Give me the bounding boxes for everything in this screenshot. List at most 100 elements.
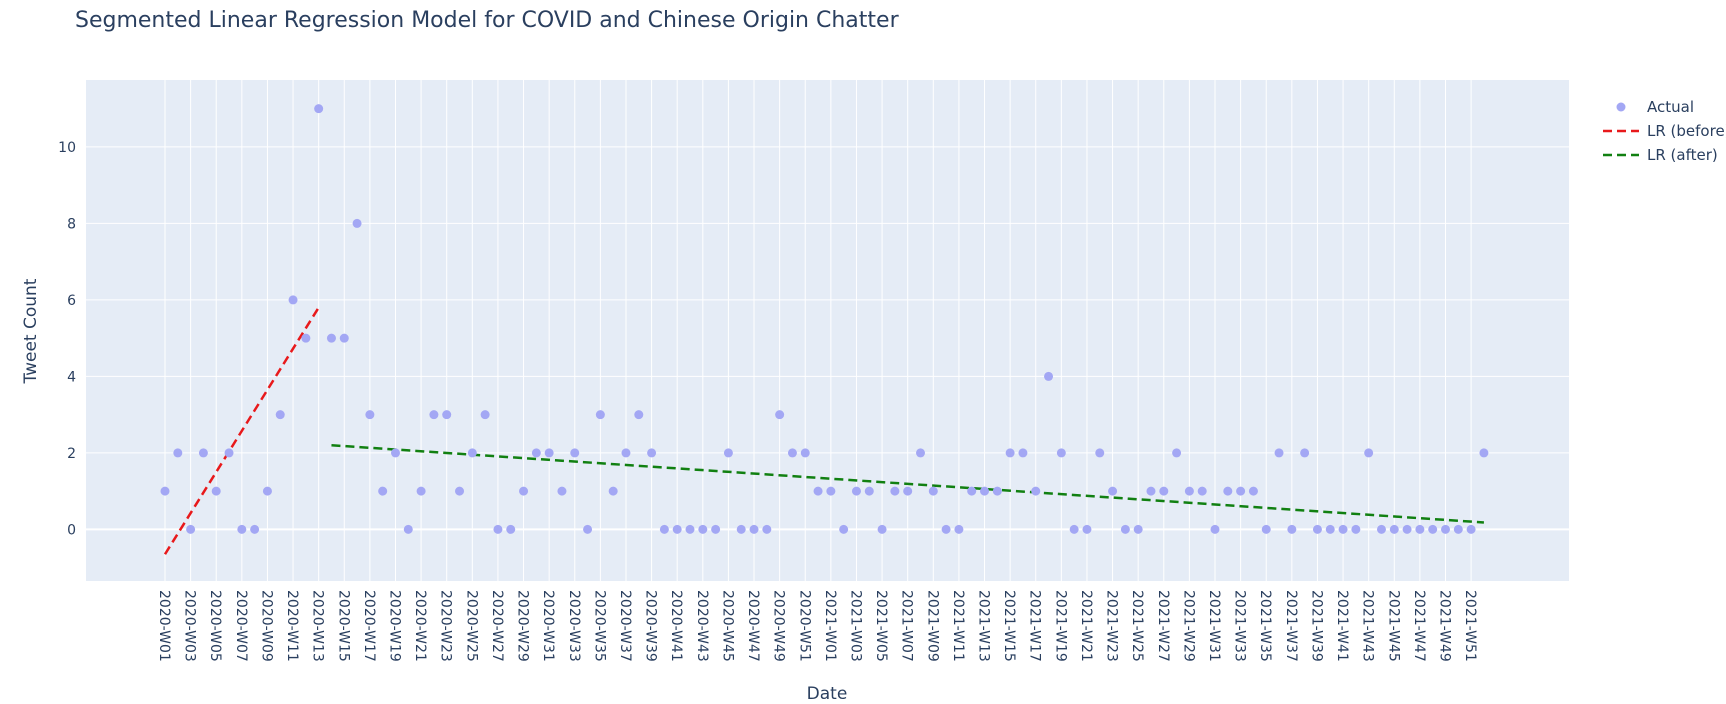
- y-tick-label: 8: [67, 216, 76, 232]
- y-tick-label: 6: [67, 293, 76, 309]
- x-tick-label: 2020-W01: [156, 590, 172, 662]
- x-tick-label: 2021-W43: [1360, 590, 1376, 662]
- data-point: [314, 104, 324, 114]
- data-point: [992, 486, 1002, 496]
- data-point: [800, 448, 810, 458]
- data-point: [1005, 448, 1015, 458]
- data-point: [1351, 524, 1361, 534]
- data-point: [186, 524, 196, 534]
- data-point: [672, 524, 682, 534]
- x-tick-label: 2020-W47: [745, 590, 761, 662]
- data-point: [262, 486, 272, 496]
- x-tick-label: 2020-W45: [719, 590, 735, 662]
- data-point: [659, 524, 669, 534]
- x-tick-label: 2020-W43: [694, 590, 710, 662]
- x-tick-label: 2020-W17: [361, 590, 377, 662]
- data-point: [621, 448, 631, 458]
- data-point: [1031, 486, 1041, 496]
- data-point: [1197, 486, 1207, 496]
- x-tick-label: 2020-W27: [489, 590, 505, 662]
- regression-line: [163, 306, 320, 555]
- data-point: [1389, 524, 1399, 534]
- data-point: [557, 486, 567, 496]
- x-tick-label: 2021-W21: [1078, 590, 1094, 662]
- data-point: [685, 524, 695, 534]
- data-point: [390, 448, 400, 458]
- x-tick-label: 2021-W29: [1180, 590, 1196, 662]
- data-point: [980, 486, 990, 496]
- data-point: [1146, 486, 1156, 496]
- data-point: [749, 524, 759, 534]
- data-point: [403, 524, 413, 534]
- data-point: [1095, 448, 1105, 458]
- x-tick-label: 2021-W35: [1257, 590, 1273, 662]
- x-tick-label: 2021-W33: [1232, 590, 1248, 662]
- data-point: [1159, 486, 1169, 496]
- x-axis-title: Date: [807, 684, 848, 704]
- data-point: [480, 410, 490, 420]
- data-point: [1466, 524, 1476, 534]
- legend-label: LR (after): [1647, 146, 1718, 164]
- x-tick-label: 2021-W17: [1027, 590, 1043, 662]
- data-point: [1415, 524, 1425, 534]
- data-point: [339, 333, 349, 343]
- x-tick-label: 2020-W15: [335, 590, 351, 662]
- data-point: [1479, 448, 1489, 458]
- x-tick-labels: 2020-W01 2020-W03 2020-W05 2020-W07 2020-W09…: [156, 590, 1478, 662]
- data-point: [583, 524, 593, 534]
- regression-lines: [163, 306, 1484, 555]
- x-tick-label: 2021-W03: [847, 590, 863, 662]
- data-point: [1210, 524, 1220, 534]
- x-tick-label: 2020-W39: [643, 590, 659, 662]
- data-point: [954, 524, 964, 534]
- data-point: [762, 524, 772, 534]
- x-tick-label: 2020-W07: [233, 590, 249, 662]
- data-point: [723, 448, 733, 458]
- data-point: [775, 410, 785, 420]
- data-point: [365, 410, 375, 420]
- x-tick-label: 2020-W03: [182, 590, 198, 662]
- data-point: [903, 486, 913, 496]
- x-tick-label: 2021-W45: [1385, 590, 1401, 662]
- y-tick-label: 2: [67, 446, 76, 462]
- data-point: [519, 486, 529, 496]
- data-point: [1338, 524, 1348, 534]
- y-tick-label: 0: [67, 522, 76, 538]
- data-point: [1184, 486, 1194, 496]
- data-point: [1069, 524, 1079, 534]
- x-tick-label: 2021-W39: [1308, 590, 1324, 662]
- data-point: [1044, 371, 1054, 381]
- data-point: [455, 486, 465, 496]
- data-point: [493, 524, 503, 534]
- x-tick-label: 2020-W23: [438, 590, 454, 662]
- data-point: [928, 486, 938, 496]
- x-tick-label: 2020-W51: [796, 590, 812, 662]
- x-tick-label: 2020-W21: [412, 590, 428, 662]
- data-point: [288, 295, 298, 305]
- data-point: [531, 448, 541, 458]
- data-point: [595, 410, 605, 420]
- plot-area: [86, 80, 1569, 581]
- x-tick-label: 2020-W25: [463, 590, 479, 662]
- x-tick-label: 2020-W29: [515, 590, 531, 662]
- data-point: [1376, 524, 1386, 534]
- data-point: [839, 524, 849, 534]
- x-tick-label: 2021-W19: [1052, 590, 1068, 662]
- data-point: [1453, 524, 1463, 534]
- data-point: [1133, 524, 1143, 534]
- data-point: [1108, 486, 1118, 496]
- data-point: [301, 333, 311, 343]
- x-tick-label: 2020-W13: [310, 590, 326, 662]
- data-point: [544, 448, 554, 458]
- y-tick-labels: 0 2 4 6 8 10: [58, 140, 76, 538]
- data-point: [1441, 524, 1450, 534]
- x-tick-label: 2020-W33: [566, 590, 582, 662]
- data-point: [647, 448, 657, 458]
- chart-title: Segmented Linear Regression Model for CO…: [75, 8, 900, 33]
- data-point: [1248, 486, 1258, 496]
- data-point: [698, 524, 708, 534]
- data-point: [173, 448, 183, 458]
- data-point: [429, 410, 439, 420]
- data-point: [1261, 524, 1271, 534]
